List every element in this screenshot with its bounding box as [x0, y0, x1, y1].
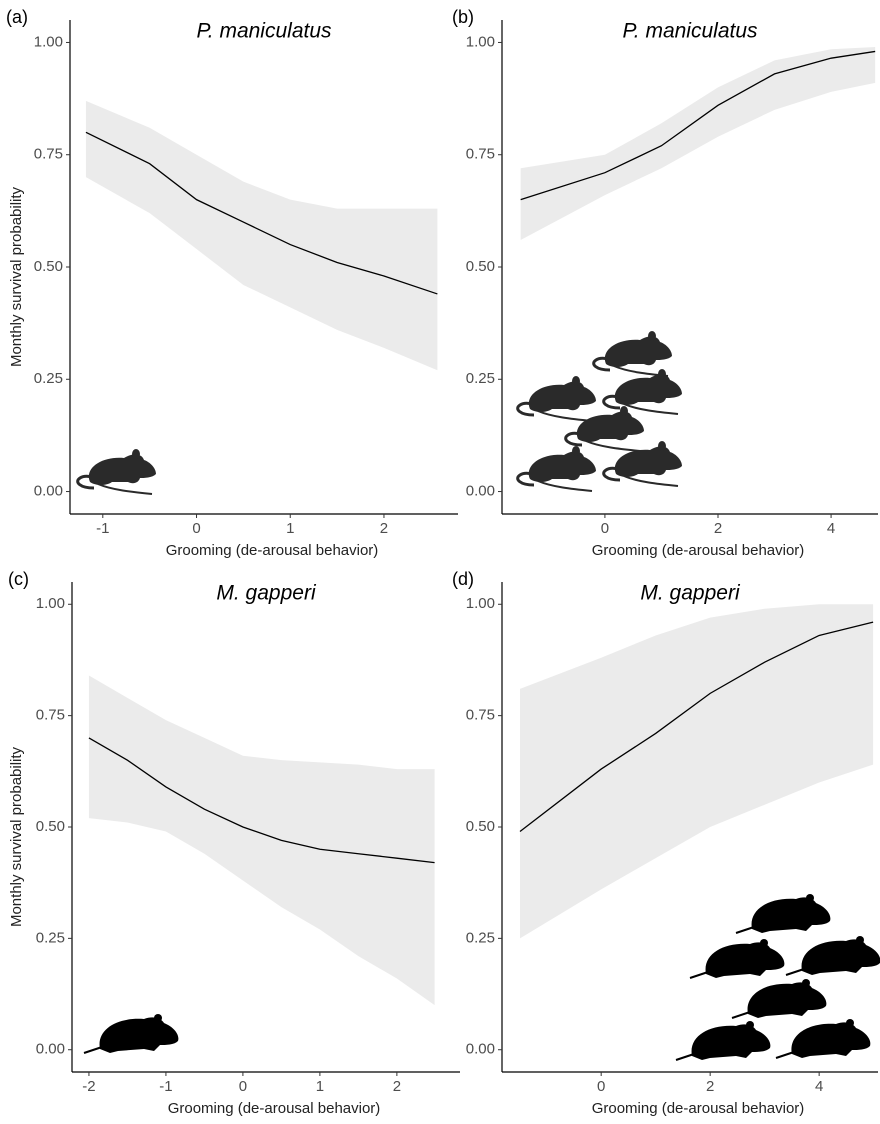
- fit-line: [519, 621, 874, 832]
- vole-silhouette: [83, 1013, 180, 1054]
- y-tick-label: 1.00: [34, 33, 63, 50]
- y-tick-label: 0.50: [466, 258, 495, 275]
- y-axis-label: Monthly survival probability: [8, 746, 25, 927]
- x-tick-label: 2: [380, 520, 388, 537]
- panel-title: P. maniculatus: [622, 20, 758, 43]
- mouse-silhouette: [76, 447, 158, 496]
- y-tick-label: 0.75: [466, 707, 495, 724]
- panel-label: (c): [8, 569, 29, 589]
- panel-label: (b): [452, 7, 474, 27]
- x-axis-label: Grooming (de-arousal behavior): [592, 1100, 805, 1117]
- fit-line: [88, 737, 435, 864]
- y-tick-label: 0.75: [34, 146, 63, 163]
- y-axis-label: Monthly survival probability: [8, 186, 25, 367]
- x-tick-label: 4: [827, 520, 835, 537]
- x-axis-label: Grooming (de-arousal behavior): [592, 542, 805, 559]
- y-tick-label: 0.25: [34, 370, 63, 387]
- x-tick-label: -2: [82, 1078, 95, 1095]
- x-tick-label: 0: [597, 1078, 605, 1095]
- y-tick-label: 0.75: [466, 146, 495, 163]
- y-tick-label: 0.25: [36, 929, 65, 946]
- panel-label: (a): [6, 7, 28, 27]
- mouse-group: [516, 329, 684, 493]
- y-tick-label: 1.00: [36, 595, 65, 612]
- y-tick-label: 0.50: [466, 818, 495, 835]
- confidence-band: [85, 100, 438, 371]
- y-tick-label: 1.00: [466, 33, 495, 50]
- y-tick-label: 0.25: [466, 370, 495, 387]
- x-tick-label: -1: [159, 1078, 172, 1095]
- y-tick-label: 0.00: [36, 1041, 65, 1058]
- y-tick-label: 0.50: [36, 818, 65, 835]
- y-tick-label: 0.50: [34, 258, 63, 275]
- fit-line: [520, 50, 876, 201]
- x-tick-label: 0: [239, 1078, 247, 1095]
- confidence-band: [520, 46, 876, 241]
- y-tick-label: 0.25: [466, 929, 495, 946]
- panel-title: M. gapperi: [640, 582, 741, 605]
- x-tick-label: 2: [393, 1078, 401, 1095]
- x-axis-label: Grooming (de-arousal behavior): [166, 542, 379, 559]
- panel: 0.00 0.25 0.50 0.75 1.00 0 2 4 Grooming (de-arou…: [452, 569, 878, 1117]
- y-tick-label: 0.00: [34, 483, 63, 500]
- panel-title: M. gapperi: [216, 582, 317, 605]
- panel-label: (d): [452, 569, 474, 589]
- x-tick-label: 0: [601, 520, 609, 537]
- x-tick-label: 0: [192, 520, 200, 537]
- x-tick-label: 1: [286, 520, 294, 537]
- y-tick-label: 1.00: [466, 595, 495, 612]
- x-axis-label: Grooming (de-arousal behavior): [168, 1100, 381, 1117]
- confidence-band: [88, 675, 435, 1006]
- y-tick-label: 0.75: [36, 707, 65, 724]
- x-tick-label: -1: [96, 520, 109, 537]
- x-tick-label: 2: [714, 520, 722, 537]
- vole-group: [675, 893, 880, 1061]
- panel: 0.00 0.25 0.50 0.75 1.00 -2 -1 0 1 2 Grooming (de-…: [8, 569, 460, 1117]
- x-tick-label: 4: [815, 1078, 823, 1095]
- panel: 0.00 0.25 0.50 0.75 1.00 0 2 4 Grooming (de-arou…: [452, 7, 878, 559]
- fit-line: [85, 131, 438, 295]
- y-tick-label: 0.00: [466, 1041, 495, 1058]
- panel-title: P. maniculatus: [196, 20, 332, 43]
- y-tick-label: 0.00: [466, 483, 495, 500]
- x-tick-label: 1: [316, 1078, 324, 1095]
- confidence-band: [519, 604, 874, 939]
- x-tick-label: 2: [706, 1078, 714, 1095]
